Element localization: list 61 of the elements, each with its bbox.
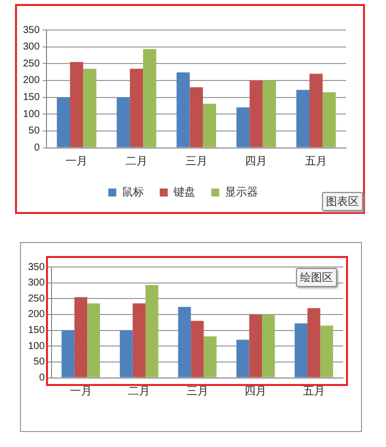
- bar: [249, 314, 262, 378]
- bar: [309, 74, 323, 148]
- annotation: 绘图区: [296, 268, 337, 287]
- x-tick-label: 四月: [245, 155, 268, 168]
- x-tick-label: 二月: [125, 155, 148, 168]
- bar: [262, 314, 275, 378]
- bar: [120, 330, 133, 378]
- y-tick-label: 250: [28, 293, 46, 304]
- y-tick-label: 50: [28, 126, 40, 137]
- y-tick-label: 350: [28, 262, 46, 273]
- bar: [202, 104, 216, 148]
- y-tick-label: 200: [28, 309, 46, 320]
- y-tick-label: 150: [22, 92, 40, 104]
- bar: [307, 308, 320, 378]
- bar: [74, 297, 88, 378]
- y-tick-label: 300: [22, 42, 40, 53]
- x-tick-label: 三月: [186, 385, 208, 398]
- bar: [132, 303, 146, 378]
- y-tick-label: 300: [28, 278, 46, 289]
- legend-label: 显示器: [224, 186, 258, 199]
- bar: [87, 303, 100, 378]
- x-tick-label: 一月: [70, 385, 92, 398]
- y-tick-label: 100: [28, 340, 46, 352]
- bar: [143, 49, 156, 148]
- bar: [145, 285, 158, 378]
- bar: [250, 80, 263, 148]
- bar: [83, 68, 96, 148]
- legend-label: 鼠标: [122, 186, 144, 199]
- x-tick-label: 五月: [305, 155, 328, 168]
- y-tick-label: 150: [28, 325, 46, 336]
- y-tick-label: 0: [39, 372, 46, 384]
- bar: [116, 97, 130, 148]
- legend-label: 键盘: [172, 186, 196, 199]
- bar: [178, 306, 191, 378]
- bar: [56, 97, 70, 148]
- x-tick-label: 三月: [185, 155, 208, 168]
- y-tick-label: 200: [22, 75, 40, 86]
- bar: [320, 326, 334, 378]
- x-tick-label: 五月: [302, 385, 325, 398]
- bar: [204, 336, 217, 378]
- y-tick-label: 250: [22, 58, 40, 70]
- bar: [190, 87, 203, 148]
- bar: [236, 107, 250, 148]
- text: 图表区: [322, 192, 363, 211]
- bar: [190, 320, 204, 378]
- bar: [62, 330, 74, 378]
- bar: [130, 68, 144, 148]
- y-tick-label: 50: [34, 356, 46, 368]
- y-tick-label: 350: [22, 24, 40, 36]
- bar: [236, 340, 250, 378]
- bar: [296, 90, 310, 148]
- x-tick-label: 二月: [128, 385, 150, 398]
- bar: [294, 323, 308, 378]
- bar: [70, 62, 84, 148]
- x-tick-label: 一月: [66, 155, 88, 168]
- x-tick-label: 四月: [244, 385, 267, 398]
- bar: [262, 80, 276, 148]
- y-tick-label: 0: [34, 142, 40, 154]
- bar: [322, 92, 336, 148]
- bar: [176, 72, 190, 148]
- y-tick-label: 100: [22, 108, 40, 120]
